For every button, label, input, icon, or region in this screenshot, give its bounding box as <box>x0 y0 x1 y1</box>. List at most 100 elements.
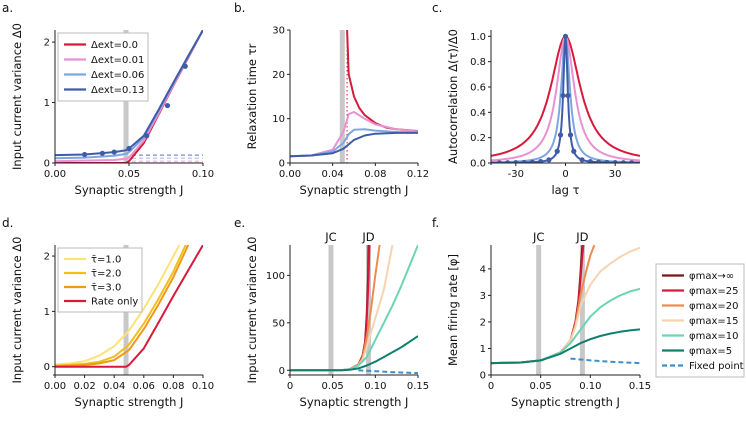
x-tick-label: 0.04 <box>103 381 125 392</box>
x-tick-label: 0.02 <box>73 381 95 392</box>
series-line-3 <box>55 30 203 157</box>
series-line-5 <box>491 328 640 365</box>
critical-band <box>579 245 585 375</box>
data-marker <box>596 159 602 163</box>
plot-area <box>290 30 418 163</box>
panel-letter: f. <box>432 216 439 230</box>
y-tick-label: 100 <box>266 271 285 282</box>
data-marker <box>571 148 577 154</box>
legend-d: τ̄=1.0 τ̄=2.0 τ̄=3.0 Rate only <box>57 247 143 313</box>
y-axis-label: Input current variance Δ0 <box>10 237 24 384</box>
data-marker <box>612 160 618 163</box>
x-tick-label: 0.15 <box>629 381 651 392</box>
x-axis-label: Synaptic strength J <box>300 395 409 409</box>
critical-band <box>328 245 334 375</box>
panel-c: c. -30 0 30 0.0 0.2 0.4 0.6 0.8 1.0 lag τ Autocorre… <box>432 1 640 197</box>
x-tick-label: 0.15 <box>407 381 429 392</box>
legend-label: Δext=0.13 <box>91 85 144 96</box>
y-axis-label: Relaxation time τr <box>245 43 259 149</box>
legend-label: φmax=25 <box>689 286 739 297</box>
plot-area <box>290 245 418 375</box>
x-tick-label: 30 <box>609 169 622 180</box>
x-tick-label: 0.10 <box>579 381 601 392</box>
y-tick-label: 30 <box>272 26 285 37</box>
x-axis-label: Synaptic strength J <box>75 395 184 409</box>
series-line-4 <box>290 245 418 372</box>
series-line-0 <box>346 30 418 133</box>
x-tick-label: 0.08 <box>364 169 386 180</box>
series-line-5 <box>290 335 418 372</box>
data-marker <box>554 148 560 154</box>
data-marker <box>513 160 519 163</box>
plot-area <box>491 33 640 163</box>
legend-label: φmax→∞ <box>689 271 734 282</box>
critical-point-label: JD <box>361 230 374 244</box>
x-tick-label: 0.10 <box>192 169 214 180</box>
legend-label: φmax=5 <box>689 346 732 357</box>
x-tick-label: 0.05 <box>118 169 140 180</box>
x-tick-label: 0.10 <box>364 381 386 392</box>
data-marker <box>567 132 574 138</box>
x-axis-label: Synaptic strength J <box>75 183 184 197</box>
y-axis-label: Input current variance Δ0 <box>10 23 24 170</box>
y-tick-label: 2 <box>44 38 50 49</box>
panel-e: e. 0 0.05 0.10 0.15 0 50 100 Synaptic strength J… <box>234 216 429 409</box>
x-tick-label: -30 <box>508 169 524 180</box>
data-marker <box>565 92 571 99</box>
x-axis-label: Synaptic strength J <box>511 395 620 409</box>
series-line-3 <box>491 35 640 163</box>
y-tick-label: 0 <box>480 371 486 382</box>
panel-b: b. 0.00 0.04 0.08 0.12 0 10 20 30 Synaptic streng… <box>234 1 429 197</box>
panel-f: f. 0 0.05 0.10 0.15 0 1 2 3 4 Synaptic strength J M… <box>432 216 651 409</box>
data-marker <box>504 160 511 163</box>
series-line-0 <box>55 245 181 366</box>
legend-a: Δext=0.0 Δext=0.01 Δext=0.06 Δext=0.13 <box>57 32 149 102</box>
y-tick-label: 0.2 <box>470 133 486 144</box>
x-axis-label: Synaptic strength J <box>300 183 409 197</box>
y-tick-label: 3 <box>480 291 486 302</box>
data-marker <box>557 132 564 138</box>
data-marker <box>144 133 150 139</box>
legend-label: Δext=0.06 <box>91 70 144 81</box>
y-tick-label: 20 <box>272 70 285 81</box>
x-axis-label: lag τ <box>551 183 579 197</box>
critical-point-label: JC <box>324 230 336 244</box>
y-tick-label: 0 <box>44 159 50 170</box>
panel-a: a. 0.00 0.05 0.10 0 1 2 Synaptic strength J Inpu… <box>2 1 214 197</box>
panel-letter: a. <box>2 1 13 15</box>
data-marker <box>587 158 593 163</box>
x-tick-label: 0.00 <box>279 169 301 180</box>
data-marker <box>111 149 117 155</box>
y-tick-label: 1 <box>44 307 50 318</box>
y-tick-label: 0.6 <box>470 83 486 94</box>
y-tick-label: 0.4 <box>470 108 486 119</box>
series-line-3 <box>290 131 418 158</box>
data-marker <box>182 63 188 69</box>
x-tick-label: 0 <box>488 381 494 392</box>
legend-label: Δext=0.01 <box>91 55 144 66</box>
legend-label: Fixed point <box>689 361 744 372</box>
x-tick-label: 0.05 <box>530 381 552 392</box>
y-tick-label: 2 <box>480 317 486 328</box>
critical-point-label: JD <box>575 230 588 244</box>
series-line-2 <box>55 245 190 368</box>
x-tick-label: 0.12 <box>407 169 429 180</box>
y-tick-label: 10 <box>272 114 285 125</box>
panel-letter: d. <box>2 216 13 230</box>
x-tick-label: 0.04 <box>322 169 344 180</box>
critical-band <box>536 245 542 375</box>
data-marker <box>126 145 132 152</box>
y-tick-label: 1.0 <box>470 32 486 43</box>
y-axis-label: Autocorrelation Δ(τ)/Δ0 <box>446 29 460 164</box>
x-tick-label: 0 <box>287 381 293 392</box>
data-marker <box>538 158 544 163</box>
y-tick-label: 0 <box>279 366 285 377</box>
legend-label: τ̄=1.0 <box>91 255 121 266</box>
panel-letter: b. <box>234 1 245 15</box>
data-marker <box>546 157 552 163</box>
panel-letter: e. <box>234 216 245 230</box>
legend-label: Rate only <box>91 297 138 308</box>
y-tick-label: 0 <box>279 159 285 170</box>
y-tick-label: 50 <box>272 318 285 329</box>
legend-label: φmax=20 <box>689 301 739 312</box>
